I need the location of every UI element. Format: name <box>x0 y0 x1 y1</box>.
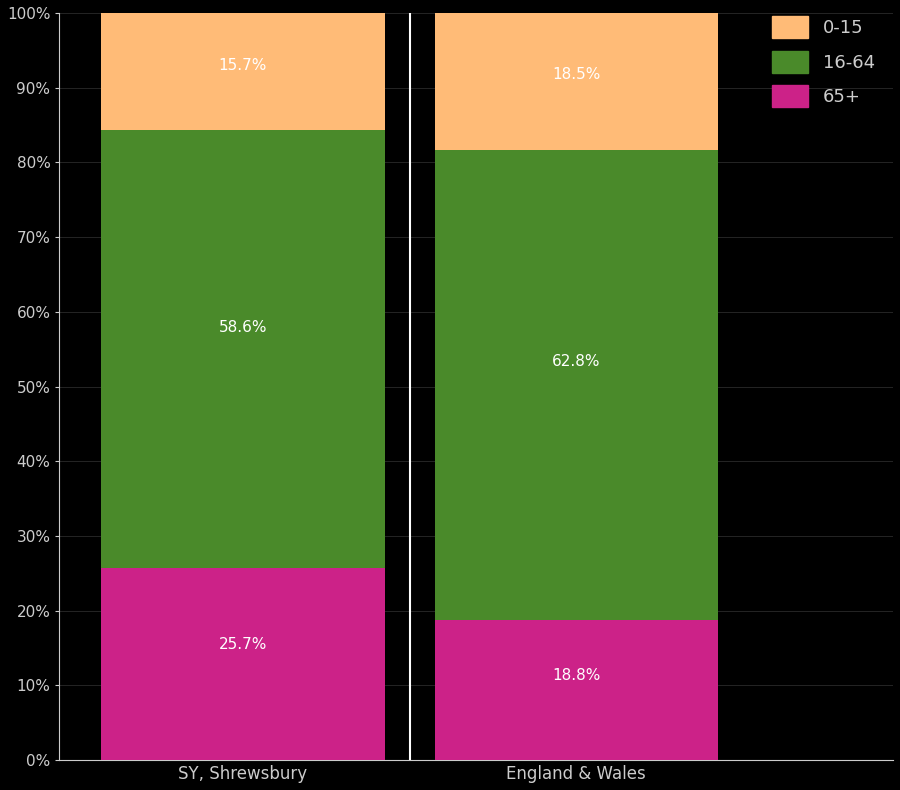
Bar <box>101 568 384 760</box>
Bar <box>435 619 718 760</box>
Bar <box>435 12 718 150</box>
Text: 15.7%: 15.7% <box>219 58 267 73</box>
Bar <box>435 150 718 619</box>
Text: 18.8%: 18.8% <box>552 668 600 683</box>
Bar <box>101 130 384 568</box>
Legend: 0-15, 16-64, 65+: 0-15, 16-64, 65+ <box>763 7 884 116</box>
Text: 25.7%: 25.7% <box>219 638 267 653</box>
Text: 62.8%: 62.8% <box>552 354 600 369</box>
Text: 58.6%: 58.6% <box>219 320 267 335</box>
Text: 18.5%: 18.5% <box>552 67 600 82</box>
Bar <box>101 13 384 130</box>
